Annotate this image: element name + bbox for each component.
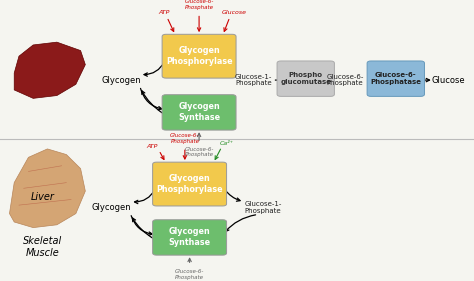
FancyBboxPatch shape <box>153 220 227 255</box>
Polygon shape <box>14 42 85 98</box>
Text: Glycogen
Phosphorylase: Glycogen Phosphorylase <box>156 174 223 194</box>
Text: Glucose-6-
Phosphatase: Glucose-6- Phosphatase <box>370 72 421 85</box>
Text: Glucose-6-
Phosphate: Glucose-6- Phosphate <box>184 0 214 10</box>
Text: Liver: Liver <box>31 192 55 202</box>
Text: Glucose-6-
Phosphate: Glucose-6- Phosphate <box>170 133 200 144</box>
Text: Glucose-6-
Phosphate: Glucose-6- Phosphate <box>184 147 214 157</box>
FancyBboxPatch shape <box>367 61 424 96</box>
Text: ATP: ATP <box>146 144 157 149</box>
Text: Glycogen
Phosphorylase: Glycogen Phosphorylase <box>166 46 232 66</box>
FancyBboxPatch shape <box>277 61 334 96</box>
FancyBboxPatch shape <box>153 162 227 206</box>
Text: Glucose: Glucose <box>431 76 465 85</box>
Text: Glycogen: Glycogen <box>91 203 131 212</box>
Text: Glucose-1-
Phosphate: Glucose-1- Phosphate <box>235 74 272 87</box>
Text: Glycogen
Synthase: Glycogen Synthase <box>178 102 220 123</box>
Text: Skeletal
Muscle: Skeletal Muscle <box>23 237 62 258</box>
Polygon shape <box>9 149 85 228</box>
Text: Glucose: Glucose <box>222 10 247 15</box>
Text: Glucose-6-
Phosphate: Glucose-6- Phosphate <box>175 269 204 280</box>
FancyBboxPatch shape <box>162 34 236 78</box>
Text: Glucose-1-
Phosphate: Glucose-1- Phosphate <box>245 201 282 214</box>
Text: Glycogen: Glycogen <box>101 76 141 85</box>
Text: ATP: ATP <box>158 10 169 15</box>
Text: Ca²⁺: Ca²⁺ <box>219 140 234 146</box>
FancyBboxPatch shape <box>162 95 236 130</box>
Text: Phospho
glucomutase: Phospho glucomutase <box>280 72 331 85</box>
Text: Glucose-6-
Phosphate: Glucose-6- Phosphate <box>327 74 364 87</box>
Text: Glycogen
Synthase: Glycogen Synthase <box>169 227 210 248</box>
